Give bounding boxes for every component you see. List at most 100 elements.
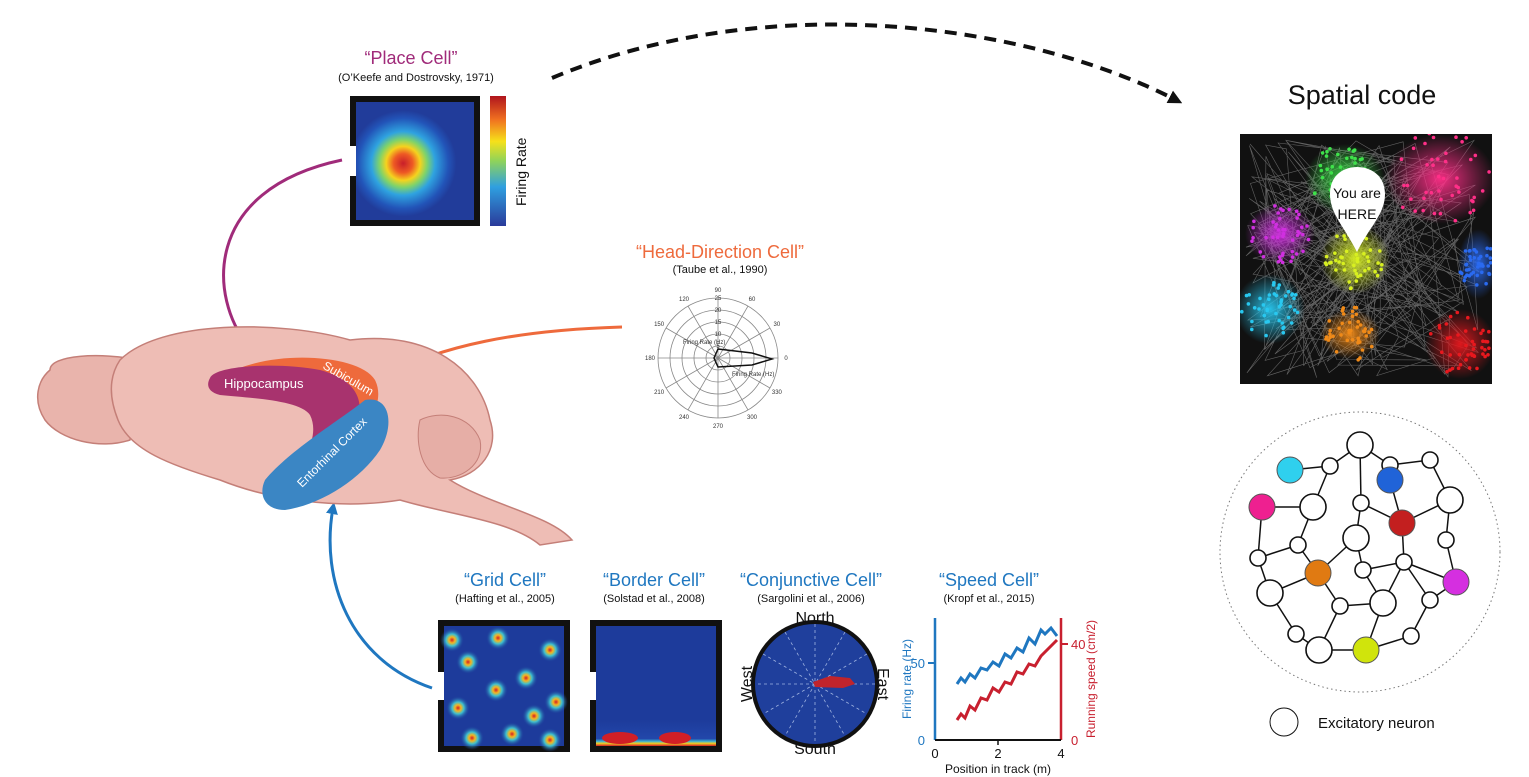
place-cell-arrow xyxy=(222,158,343,349)
spatial-code-title: Spatial code xyxy=(1287,80,1437,110)
grid-cell-arrow xyxy=(326,502,433,690)
network-neuron xyxy=(1442,568,1470,596)
grid-cell-citation: (Hafting et al., 2005) xyxy=(455,593,555,605)
network-neuron xyxy=(1376,466,1404,494)
network-neuron xyxy=(1352,636,1380,664)
head-direction-angle-label: 270 xyxy=(713,424,724,430)
brain-illustration: Hippocampus Subiculum Entorhinal Cortex xyxy=(36,326,574,546)
head-direction-angle-label: 150 xyxy=(654,322,665,328)
legend-neuron-icon xyxy=(1269,707,1299,737)
conjunctive-east-label: East xyxy=(874,668,891,701)
head-direction-angle-label: 120 xyxy=(679,297,690,303)
speed-cell-citation: (Kropf et al., 2015) xyxy=(943,593,1035,605)
place-cell-title: “Place Cell” xyxy=(364,48,458,68)
network-neuron xyxy=(1369,589,1397,617)
head-direction-angle-label: 180 xyxy=(645,356,656,362)
network-neuron xyxy=(1249,549,1267,567)
grid-firing-field xyxy=(486,626,510,650)
network-neuron xyxy=(1421,451,1439,469)
speed-ytick-right-0: 0 xyxy=(1071,733,1078,748)
network-neuron xyxy=(1421,591,1439,609)
head-direction-radial-tick: 5 xyxy=(716,344,720,350)
speed-xtick-4: 4 xyxy=(1057,746,1064,761)
network-neuron xyxy=(1256,579,1284,607)
firing-rate-colorbar: Firing Rate xyxy=(490,96,529,226)
speed-cell-title: “Speed Cell” xyxy=(938,570,1040,590)
network-neuron xyxy=(1287,625,1305,643)
speed-xlabel: Position in track (m) xyxy=(945,762,1051,776)
grid-firing-field xyxy=(544,690,568,714)
conjunctive-tuning-shape xyxy=(813,676,855,688)
network-neuron xyxy=(1276,456,1304,484)
running-speed-trace xyxy=(955,638,1059,721)
head-direction-angle-label: 30 xyxy=(774,322,781,328)
spatial-code-map: You are HERE xyxy=(1240,134,1492,384)
speed-ylabel-right: Running speed (cm/2) xyxy=(1084,620,1098,738)
grid-firing-field xyxy=(522,704,546,728)
border-cell-citation: (Solstad et al., 2008) xyxy=(603,593,705,605)
speed-xtick-0: 0 xyxy=(931,746,938,761)
grid-cell-title: “Grid Cell” xyxy=(463,570,546,590)
network-neuron xyxy=(1388,509,1416,537)
speed-ytick-left-0: 0 xyxy=(918,733,925,748)
network-neuron xyxy=(1437,531,1455,549)
network-neuron xyxy=(1305,636,1333,664)
place-cell-citation: (O’Keefe and Dostrovsky, 1971) xyxy=(338,72,494,84)
brain-hippocampus-label: Hippocampus xyxy=(224,376,304,391)
speed-xtick-2: 2 xyxy=(994,746,1001,761)
head-direction-radial-tick: 20 xyxy=(715,308,722,314)
colorbar-label: Firing Rate xyxy=(513,137,529,206)
speed-ytick-left-50: 50 xyxy=(911,656,925,671)
conjunctive-south-label: South xyxy=(794,741,836,758)
speed-ylabel-left: Firing rate (Hz) xyxy=(900,639,914,719)
network-neuron xyxy=(1395,553,1413,571)
grid-firing-field xyxy=(538,638,562,662)
network-neuron xyxy=(1436,486,1464,514)
network-neuron xyxy=(1299,493,1327,521)
head-direction-angle-label: 90 xyxy=(715,288,722,294)
grid-firing-field xyxy=(514,666,538,690)
location-pin xyxy=(1330,167,1385,252)
network-neuron xyxy=(1346,431,1374,459)
speed-ytick-right-40: 40 xyxy=(1071,637,1085,652)
grid-firing-field xyxy=(538,728,562,752)
network-neuron xyxy=(1402,627,1420,645)
pin-text-line1: You are xyxy=(1333,185,1381,201)
border-cell-title: “Border Cell” xyxy=(602,570,706,590)
conjunctive-cell-polar-plot: North South East West xyxy=(739,610,891,758)
head-direction-tuning-curve xyxy=(713,348,775,368)
neural-network-diagram xyxy=(1219,411,1501,693)
network-neuron xyxy=(1352,494,1370,512)
network-neuron xyxy=(1248,493,1276,521)
head-direction-angle-label: 240 xyxy=(679,415,690,421)
border-cell-heatmap xyxy=(590,620,722,752)
head-direction-angle-label: 0 xyxy=(784,356,788,362)
grid-firing-field xyxy=(460,726,484,750)
network-neuron xyxy=(1321,457,1339,475)
grid-firing-field xyxy=(456,650,480,674)
grid-firing-field xyxy=(500,722,524,746)
firing-rate-trace xyxy=(955,625,1059,685)
conjunctive-cell-citation: (Sargolini et al., 2006) xyxy=(757,593,865,605)
head-direction-citation: (Taube et al., 1990) xyxy=(672,264,768,276)
head-direction-radial-tick: 25 xyxy=(715,296,722,302)
conjunctive-cell-title: “Conjunctive Cell” xyxy=(739,570,883,590)
network-legend-label: Excitatory neuron xyxy=(1318,715,1435,732)
place-cell-heatmap xyxy=(350,96,480,226)
head-direction-radial-tick: 10 xyxy=(715,332,722,338)
head-direction-angle-label: 330 xyxy=(772,390,783,396)
entorhinal-region xyxy=(262,399,389,510)
network-neuron xyxy=(1304,559,1332,587)
conjunctive-north-label: North xyxy=(795,610,834,627)
grid-firing-field xyxy=(446,696,470,720)
head-direction-angle-label: 300 xyxy=(747,415,758,421)
grid-cell-heatmap xyxy=(438,620,570,752)
head-direction-axis-label: Firing Rate (Hz) xyxy=(732,372,774,378)
head-direction-angle-label: 60 xyxy=(749,297,756,303)
network-neuron xyxy=(1342,524,1370,552)
grid-firing-field xyxy=(440,628,464,652)
conjunctive-west-label: West xyxy=(739,665,756,702)
head-direction-title: “Head-Direction Cell” xyxy=(635,242,805,262)
network-neuron xyxy=(1331,597,1349,615)
